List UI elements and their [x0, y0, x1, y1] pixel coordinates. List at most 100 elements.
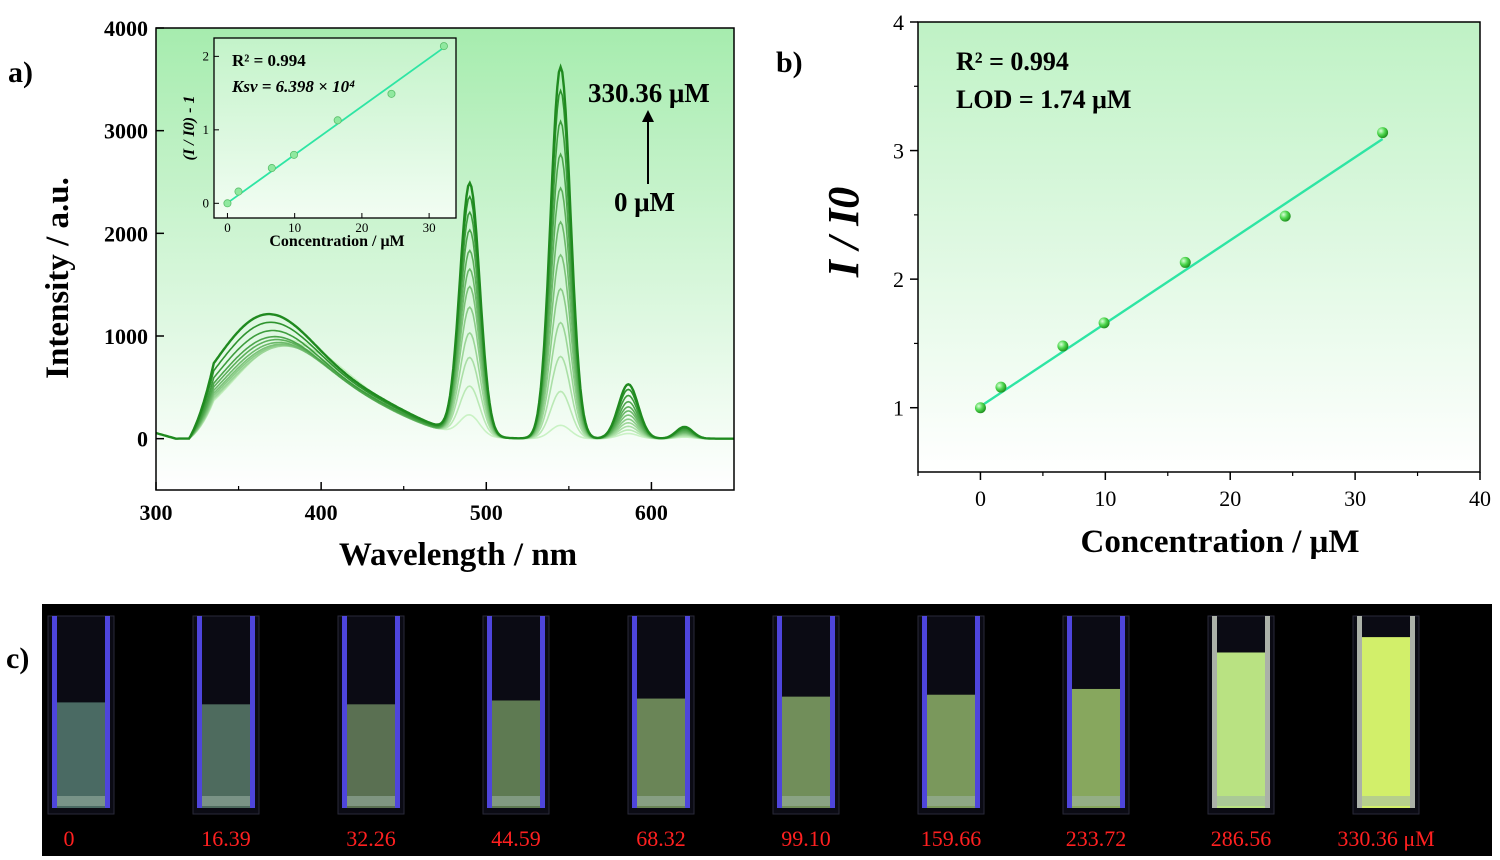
cuvette-wall-left: [632, 616, 637, 808]
inset-y-tick-label: 2: [203, 48, 210, 63]
cuvette-liquid: [927, 694, 975, 808]
cuvette-wall-left: [487, 616, 492, 808]
y-tick-label: 1000: [104, 324, 148, 349]
cuvette-liquid: [1072, 688, 1120, 808]
cuvette-wall-right: [1265, 616, 1270, 808]
inset-marks: 0 10 20 30 0 1 2: [203, 42, 448, 235]
cuvette-liquid: [782, 696, 830, 808]
x-tick-label: 600: [635, 500, 668, 525]
cuvette-wall-left: [922, 616, 927, 808]
cuvette-base: [57, 796, 105, 806]
panel-label-a: a): [8, 56, 33, 89]
cuvette-base: [347, 796, 395, 806]
cuvette-concentration-label: 330.36 μM: [1337, 826, 1434, 851]
inset-data-point: [387, 89, 396, 98]
cuvette-wall-right: [975, 616, 980, 808]
calibration-y-axis-label: I / I0: [819, 187, 868, 278]
y-tick-label: 4000: [104, 16, 148, 41]
calibration-y-tick-label: 3: [893, 139, 904, 164]
cuvette-concentration-label: 44.59: [491, 826, 541, 851]
cuvette: 16.39: [192, 615, 260, 851]
cuvette-liquid: [1217, 652, 1265, 808]
inset-x-tick-label: 20: [355, 220, 368, 235]
cuvette-base: [927, 796, 975, 806]
calibration-data-point: [995, 381, 1007, 393]
calibration-frame: [917, 21, 1481, 473]
cuvette-wall-right: [395, 616, 400, 808]
cuvette: 159.66: [917, 615, 985, 851]
cuvette-concentration-label: 32.26: [346, 826, 396, 851]
cuvette-wall-right: [685, 616, 690, 808]
spectra-y-axis-label: Intensity / a.u.: [40, 177, 76, 379]
cuvette: 286.56: [1207, 615, 1275, 851]
inset-data-point: [234, 187, 243, 196]
inset-fit-line: [226, 46, 445, 204]
calibration-x-tick-label: 40: [1469, 486, 1491, 511]
inset-r2: R² = 0.994: [232, 51, 306, 70]
calibration-data-point: [1279, 210, 1291, 222]
cuvette-row: 0 16.39 32.26 44.59 68.32 99.10 159.66 233.72 28…: [47, 615, 1435, 851]
cuvette-liquid: [1362, 637, 1410, 808]
calibration-y-tick-label: 1: [893, 396, 904, 421]
calibration-data-point: [1179, 256, 1191, 268]
cuvette-wall-right: [830, 616, 835, 808]
cuvette-concentration-label: 99.10: [781, 826, 831, 851]
cuvette-wall-right: [1120, 616, 1125, 808]
cuvette-wall-right: [540, 616, 545, 808]
panel-label-b: b): [776, 46, 803, 79]
annotation-bottom: 0 μM: [614, 187, 675, 217]
inset-data-point: [223, 199, 232, 208]
spectra-frame: [155, 27, 735, 491]
cuvette-liquid: [637, 698, 685, 808]
cuvette-wall-left: [1212, 616, 1217, 808]
annotation-top: 330.36 μM: [588, 78, 710, 108]
inset-y-tick-label: 1: [203, 122, 210, 137]
inset-y-axis-label: (I / I0) - 1: [181, 96, 198, 161]
cuvette-base: [1217, 796, 1265, 806]
cuvette-base: [782, 796, 830, 806]
spectra-series-group: [156, 63, 734, 440]
calibration-y-tick-label: 2: [893, 267, 904, 292]
cuvette-wall-right: [250, 616, 255, 808]
y-tick-label: 0: [137, 427, 148, 452]
inset-y-tick-label: 0: [203, 195, 210, 210]
calibration-x-tick-label: 0: [975, 486, 986, 511]
calibration-data-point: [1377, 127, 1389, 139]
calibration-plot-area: [918, 22, 1480, 472]
x-tick-label: 500: [470, 500, 503, 525]
cuvette: 0: [47, 615, 115, 851]
cuvette-wall-right: [1410, 616, 1415, 808]
inset-data-point: [333, 116, 342, 125]
calibration-x-axis-label: Concentration / μM: [1080, 524, 1359, 560]
cuvette: 233.72: [1062, 615, 1130, 851]
cuvette-liquid: [492, 700, 540, 808]
cuvette-wall-left: [52, 616, 57, 808]
spectra-x-axis-label: Wavelength / nm: [339, 537, 577, 573]
x-tick-label: 400: [305, 500, 338, 525]
cuvette-base: [202, 796, 250, 806]
cuvette-base: [492, 796, 540, 806]
cuvette-concentration-label: 68.32: [636, 826, 686, 851]
cuvette-base: [1362, 796, 1410, 806]
inset-x-tick-label: 30: [423, 220, 436, 235]
calibration-x-tick-label: 30: [1344, 486, 1366, 511]
inset-data-point: [439, 42, 448, 51]
spectrum-series-line: [156, 63, 734, 440]
cuvette: 44.59: [482, 615, 550, 851]
cuvette-base: [637, 796, 685, 806]
inset-data-point: [267, 164, 276, 173]
y-tick-label: 2000: [104, 221, 148, 246]
x-tick-label: 300: [140, 500, 173, 525]
inset-data-point: [289, 150, 298, 159]
cuvette-liquid: [202, 704, 250, 808]
calibration-x-tick-label: 20: [1219, 486, 1241, 511]
cuvette: 32.26: [337, 615, 405, 851]
cuvette: 330.36 μM: [1337, 615, 1435, 851]
cuvette-wall-left: [1067, 616, 1072, 808]
inset-x-tick-label: 10: [288, 220, 301, 235]
calibration-chart: 0 10 20 30 40 1 2 3 4 R² = 0.994 LOD = 1.74 μM C…: [819, 10, 1491, 560]
cuvette-concentration-label: 0: [64, 826, 75, 851]
spectrum-series-line: [156, 321, 734, 440]
cuvette-concentration-label: 286.56: [1211, 826, 1272, 851]
